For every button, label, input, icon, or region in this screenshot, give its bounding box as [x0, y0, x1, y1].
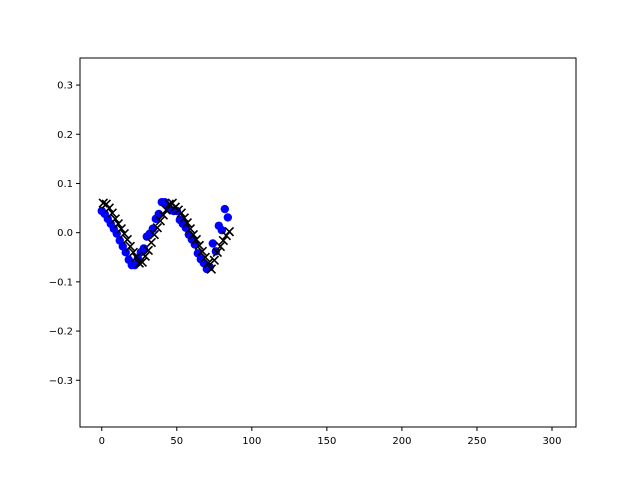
x-tick-label: 0 — [99, 436, 105, 447]
data-point-x — [125, 241, 136, 252]
data-point-x — [215, 241, 226, 252]
series-1 — [98, 198, 235, 274]
data-point — [223, 213, 233, 222]
y-axis: −0.3 −0.2 −0.1 0.0 0.1 0.2 0.3 — [49, 81, 80, 387]
data-point-x — [179, 213, 190, 223]
x-tick-label: 250 — [467, 436, 486, 447]
y-tick-label: 0.2 — [57, 130, 73, 141]
y-tick-label: −0.1 — [49, 277, 73, 288]
x-tick-label: 150 — [317, 436, 336, 447]
data-point-x — [119, 228, 130, 239]
data-point-x — [200, 252, 211, 263]
data-point-x — [158, 210, 169, 220]
plot-area — [79, 57, 577, 428]
data-point-x — [152, 222, 163, 233]
y-tick-label: 0.3 — [57, 81, 73, 92]
plot-background — [80, 58, 576, 427]
data-point-x — [209, 255, 220, 265]
data-point-x — [146, 237, 157, 248]
series-layer — [97, 197, 235, 274]
data-point-x — [185, 223, 196, 234]
data-point-x — [116, 223, 127, 234]
data-point — [130, 260, 139, 270]
x-tick-label: 200 — [392, 436, 411, 447]
data-point-x — [104, 203, 115, 213]
data-point — [208, 239, 218, 248]
x-axis: 0 50 100 150 200 250 300 — [99, 427, 562, 447]
data-point-x — [203, 258, 214, 268]
data-point — [220, 204, 230, 214]
data-point-x — [212, 247, 223, 258]
data-point — [121, 248, 130, 257]
data-point-x — [155, 216, 166, 226]
data-point-x — [128, 247, 139, 258]
data-point — [139, 244, 148, 253]
data-point-x — [194, 240, 205, 251]
data-point-x — [110, 214, 121, 224]
data-point-x — [164, 199, 175, 209]
data-point-x — [218, 235, 229, 246]
data-point-x — [122, 234, 133, 245]
data-point-x — [206, 264, 217, 274]
data-point-x — [182, 218, 193, 228]
y-tick-label: −0.2 — [49, 327, 73, 338]
data-point-x — [143, 245, 154, 256]
data-point-x — [191, 234, 202, 245]
data-point-x — [113, 219, 124, 229]
data-point-x — [137, 257, 148, 267]
data-point-x — [176, 208, 187, 218]
y-tick-label: 0.0 — [57, 228, 73, 239]
data-point-x — [224, 226, 235, 237]
data-point-x — [107, 208, 118, 218]
y-tick-label: 0.1 — [57, 179, 73, 190]
data-point-x — [149, 229, 160, 240]
y-tick-label: −0.3 — [49, 376, 73, 387]
data-point-x — [197, 246, 208, 257]
x-tick-label: 50 — [170, 436, 183, 447]
plot-frame — [79, 57, 577, 428]
data-point-x — [188, 229, 199, 240]
x-tick-label: 100 — [242, 436, 261, 447]
x-tick-label: 300 — [542, 436, 561, 447]
series-0 — [97, 197, 233, 274]
data-point-x — [140, 251, 151, 262]
